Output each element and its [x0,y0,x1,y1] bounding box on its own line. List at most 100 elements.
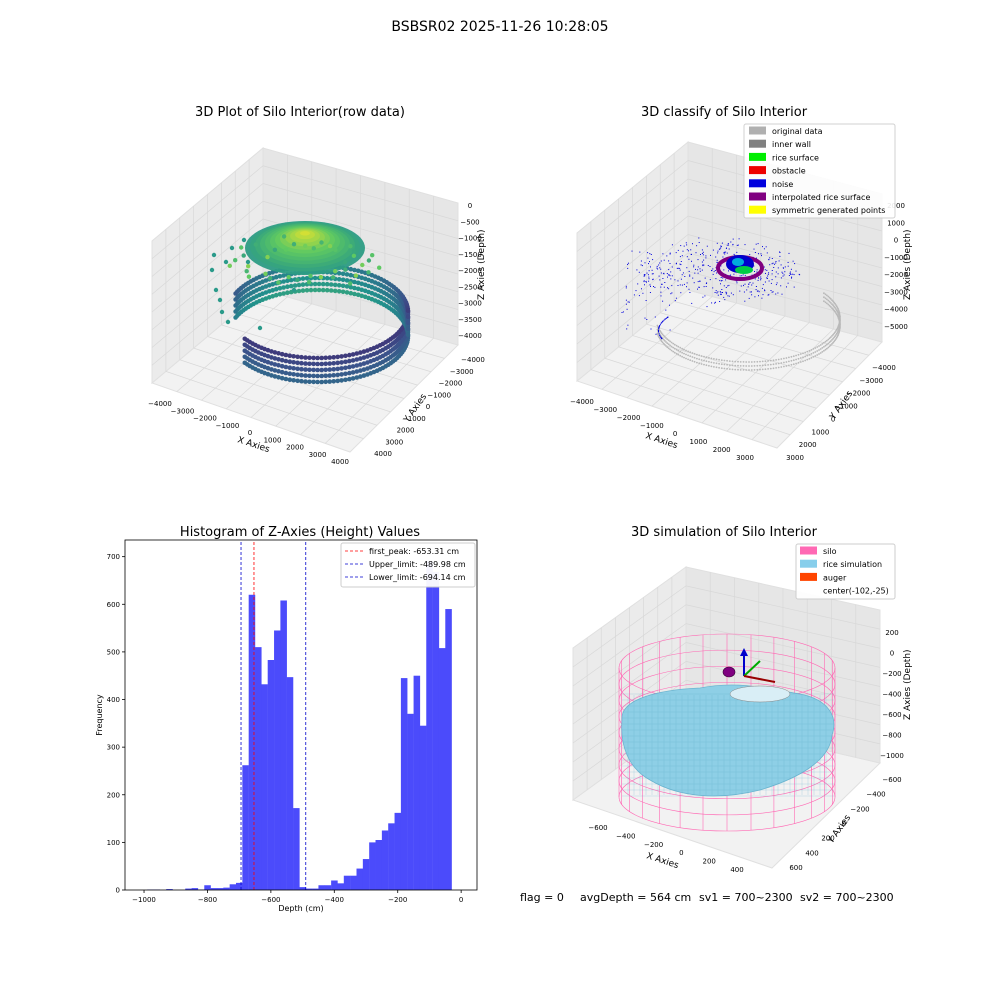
classify-noise-point [758,295,759,297]
simulation-z-tick-label: −400 [882,691,901,699]
classify-wall-point [839,315,841,318]
classify-noise-point [627,301,629,303]
classify-wall-point [759,364,761,367]
raw-wall-point [320,281,326,287]
classify-noise-point [699,268,701,270]
classify-noise-point [625,303,627,305]
classify-noise-point [670,278,672,280]
classify-noise-point [721,242,723,244]
classify-noise-point [680,292,682,294]
classify-noise-point [641,288,642,290]
classify-wall-point [831,339,833,341]
raw-wall-point [359,287,365,293]
classify-x-tick-label: 0 [673,430,677,438]
classify-wall-point [685,349,687,352]
raw-wall-point [350,370,356,375]
classify-wall-point [808,357,811,360]
histogram-bar [166,889,173,890]
classify-wall-point [673,347,676,350]
classify-wall-point [710,357,713,360]
raw-wall-point [405,326,411,332]
classify-noise-point [789,272,791,274]
classify-y-tick-label: 3000 [786,454,804,462]
classify-wall-point [806,354,809,357]
classify-wall-point [824,293,827,296]
classify-noise-point [670,271,672,273]
classify-noise-point [717,294,719,296]
raw-wall-point [343,371,348,377]
raw-wall-point [307,367,312,373]
classify-noise-point [627,267,629,269]
classify-noise-point [719,280,721,282]
classify-wall-point [772,363,775,366]
classify-wall-point [726,359,728,362]
classify-noise-point [706,282,708,284]
classify-noise-point [652,273,654,275]
classify-wall-point [720,363,723,366]
raw-x-tick-label: −1000 [216,422,240,430]
classify-wall-point [829,302,832,304]
raw-wall-point [299,372,304,378]
raw-wall-point [315,355,320,361]
classify-noise-point [766,252,768,254]
grid-line [572,604,687,687]
raw-wall-point [358,356,363,361]
grid-line [151,183,264,277]
histogram-y-tick-label: 0 [116,887,120,895]
classify-noise-point [771,263,773,265]
raw-wall-point [312,287,318,293]
classify-wall-point [835,328,838,331]
classify-rice-surface [716,255,764,281]
raw-wall-point [283,376,289,382]
classify-noise-point [793,286,795,288]
classify-noise-point [723,269,725,271]
classify-wall-point [739,365,742,367]
classify-noise-point [761,255,762,257]
classify-noise-point [732,294,734,296]
classify-noise-point [754,271,755,272]
classify-legend-swatch [749,126,766,135]
classify-noise-point [715,256,717,258]
classify-noise-point [773,267,775,268]
raw-wall-point [358,350,363,355]
classify-noise-point [689,292,691,293]
raw-z-tick-label: −3500 [458,316,482,324]
classify-noise-point [652,259,654,261]
classify-noise-point [644,274,646,275]
classify-noise-point [702,254,704,256]
histogram-y-axis-label: Frequency [95,694,104,736]
classify-noise-point [720,245,722,247]
classify-wall-point [662,334,665,337]
raw-wall-point [287,353,293,359]
raw-wall-point [283,370,289,376]
histogram-y-tick-label: 200 [107,791,120,799]
classify-z-tick-label: 1000 [887,219,905,227]
classify-noise-point [703,259,705,261]
classify-wall-point [808,349,811,352]
simulation-title: 3D simulation of Silo Interior [631,525,818,540]
classify-wall-point [759,360,761,363]
classify-noise-point [660,272,662,274]
simulation-legend-swatch [800,572,817,581]
classify-noise-point [658,330,659,332]
classify-noise-point [663,319,665,321]
classify-noise-point [702,251,704,253]
classify-wall-point [785,361,788,363]
classify-wall-point [677,345,680,348]
raw-wall-point [276,369,281,374]
classify-noise-point [698,242,700,243]
raw-x-tick-label: 3000 [309,451,327,459]
classify-wall-point [799,353,802,355]
simulation-rice-surface [621,684,835,797]
classify-noise-point [659,335,661,337]
raw-x-tick-label: −3000 [171,407,195,415]
grid-line [646,323,843,383]
classify-wall-point [824,348,827,351]
raw-wall-point [287,359,293,365]
classify-noise-point [669,304,670,306]
classify-wall-point [661,341,664,344]
classify-noise-point [659,325,660,327]
classify-noise-point [715,278,717,280]
classify-wall-point [783,361,785,364]
classify-noise-point [728,270,729,272]
